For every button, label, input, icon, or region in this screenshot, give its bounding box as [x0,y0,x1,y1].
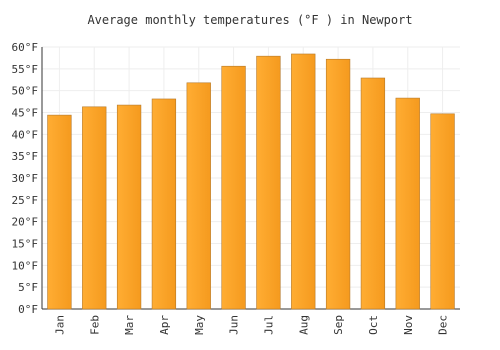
x-tick-label: Sep [332,315,345,335]
x-tick-label: Aug [297,315,310,335]
bar [151,98,177,310]
x-tick-label: Oct [367,315,380,335]
x-tick-label: Dec [437,315,450,335]
y-tick-label: 60°F [12,41,39,54]
y-tick-label: 55°F [12,63,39,76]
y-tick-label: 40°F [12,128,39,141]
bar [430,113,455,310]
y-tick-label: 20°F [12,216,39,229]
y-tick-label: 10°F [12,259,39,272]
y-tick-label: 35°F [12,150,39,163]
bar [221,65,246,310]
x-tick-label: Nov [402,315,415,335]
bar [395,97,420,310]
bar [360,77,386,310]
y-tick-label: 30°F [12,172,39,185]
y-tick-label: 45°F [12,107,39,120]
bar [186,82,211,310]
bar [291,53,316,310]
x-tick-label: Jan [53,315,66,335]
x-tick-label: Mar [123,315,136,335]
bar [325,58,351,310]
bar [256,55,281,310]
y-tick-label: 25°F [12,194,39,207]
x-tick-label: Jul [262,315,275,335]
chart-title: Average monthly temperatures (°F ) in Ne… [87,13,412,27]
bar [47,114,72,310]
x-tick-label: Apr [158,315,171,335]
x-tick-label: Jun [228,315,241,335]
y-tick-label: 0°F [18,303,38,316]
y-tick-label: 50°F [12,85,39,98]
bar [82,106,107,310]
x-tick-label: May [193,315,206,335]
x-tick-label: Feb [88,315,101,335]
y-tick-label: 15°F [12,238,39,251]
y-tick-label: 5°F [18,281,38,294]
bar [116,104,142,310]
